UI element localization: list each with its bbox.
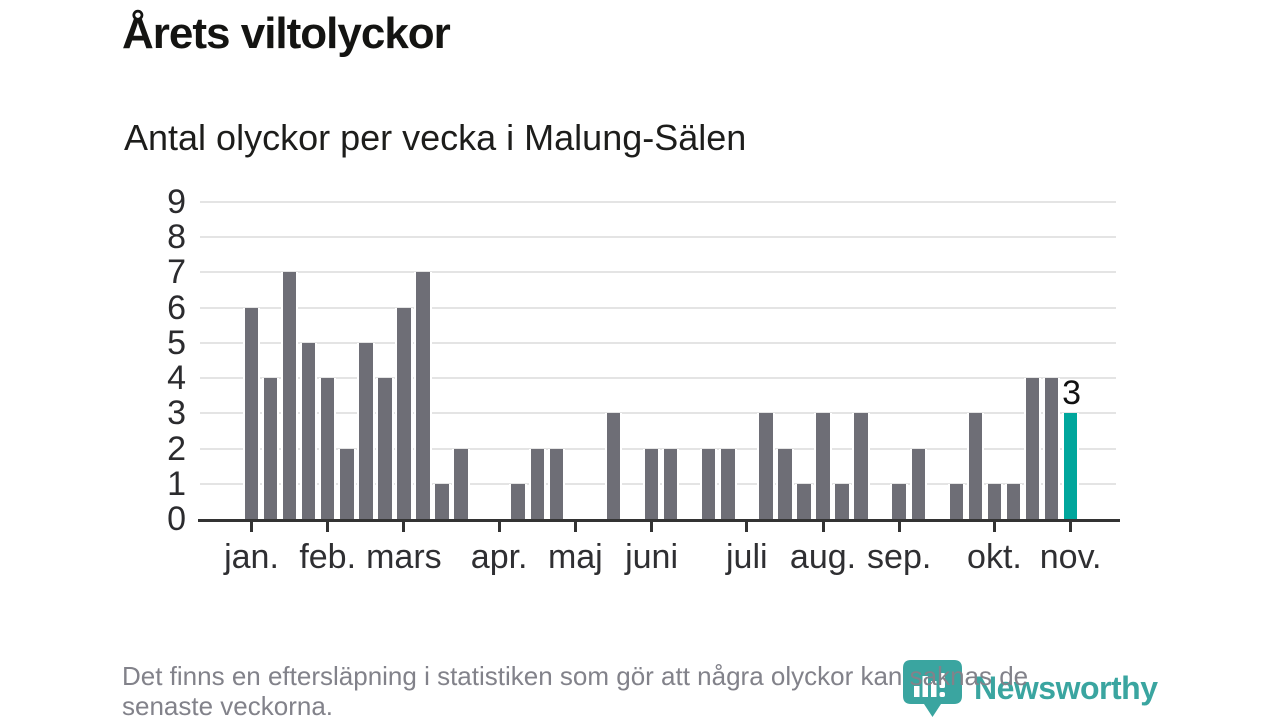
- last-bar-value-label: 3: [1062, 374, 1082, 413]
- newsworthy-logo-text: Newsworthy: [974, 670, 1158, 706]
- bar: [759, 413, 773, 519]
- x-axis-month-label: mars: [366, 538, 442, 576]
- bar: [320, 378, 335, 519]
- footnote: Det finns en eftersläpning i statistiken…: [122, 661, 1028, 720]
- bar: [778, 448, 792, 519]
- bar: [854, 413, 868, 519]
- bar: [797, 483, 811, 519]
- y-axis-label: 2: [167, 429, 186, 468]
- y-axis-label: 1: [167, 464, 186, 503]
- x-axis-month-label: jan.: [224, 538, 279, 576]
- gridline: [200, 377, 1116, 379]
- x-axis-month-label: juli: [726, 538, 768, 576]
- bar: [911, 448, 925, 519]
- x-axis-month-label: sep.: [867, 538, 932, 576]
- y-axis-label: 0: [167, 500, 186, 538]
- x-axis-month-label: juni: [625, 538, 679, 576]
- newsworthy-logo: Newsworthy: [903, 660, 1158, 718]
- x-axis-tick: [992, 521, 996, 532]
- gridline: [200, 271, 1116, 274]
- bar: [987, 483, 1002, 519]
- x-axis-month-label: feb.: [299, 538, 357, 576]
- x-axis-month-label: aug.: [789, 538, 857, 576]
- gridline: [200, 200, 1116, 203]
- bar: [892, 483, 906, 519]
- bar: [263, 378, 278, 519]
- bar: [663, 448, 678, 519]
- x-axis-month-label: apr.: [470, 538, 528, 576]
- newsworthy-pin-icon: [903, 660, 962, 717]
- footnote-line: senaste veckorna.: [122, 691, 334, 720]
- y-axis-label: 5: [167, 323, 186, 362]
- bar: [968, 413, 983, 519]
- bar: [378, 378, 392, 519]
- bar: [454, 448, 468, 519]
- highlighted-bar: [1063, 413, 1078, 519]
- bar: [397, 307, 411, 519]
- x-axis-month-label: maj: [547, 538, 603, 576]
- gridline: [200, 412, 1116, 415]
- bar: [816, 413, 830, 519]
- x-axis-tick: [897, 521, 901, 532]
- x-axis-month-label: okt.: [967, 538, 1022, 576]
- y-axis-label: 3: [167, 394, 186, 433]
- bar: [549, 448, 564, 519]
- gridline: [200, 306, 1116, 309]
- x-axis-tick: [821, 521, 825, 532]
- bar: [416, 272, 430, 519]
- y-axis-label: 6: [167, 288, 186, 327]
- bar: [606, 413, 621, 519]
- x-axis-tick: [650, 521, 654, 532]
- bar: [701, 448, 716, 519]
- chart-subtitle: Antal olyckor per vecka i Malung-Sälen: [124, 117, 747, 158]
- footnote-line: Det finns en eftersläpning i statistiken…: [122, 661, 1029, 691]
- bar: [435, 483, 449, 519]
- y-axis-label: 4: [167, 359, 186, 397]
- y-axis-label: 9: [167, 182, 186, 221]
- bar: [721, 448, 735, 519]
- x-axis-tick: [402, 521, 406, 532]
- x-axis-line: [198, 519, 1120, 522]
- gridline: [200, 236, 1116, 238]
- x-axis-tick: [1069, 521, 1073, 532]
- x-axis-tick: [326, 521, 330, 532]
- x-axis-tick: [745, 521, 749, 532]
- bar: [644, 448, 659, 519]
- bar: [244, 307, 259, 519]
- x-axis-tick: [497, 521, 501, 532]
- bar: [1025, 378, 1040, 519]
- bar: [340, 448, 354, 519]
- bar: [949, 483, 964, 519]
- y-axis-label: 7: [167, 253, 186, 292]
- bar: [530, 448, 544, 519]
- chart-title: Årets viltolyckor: [122, 9, 451, 58]
- x-axis-tick: [573, 521, 577, 532]
- bar: [301, 342, 316, 519]
- bar: [835, 483, 849, 519]
- bar: [282, 272, 297, 519]
- bar: [1044, 378, 1059, 519]
- bar: [359, 342, 373, 519]
- bar: [511, 483, 525, 519]
- x-axis-month-label: nov.: [1039, 538, 1102, 576]
- bar: [1006, 483, 1021, 519]
- x-axis-tick: [250, 521, 253, 532]
- gridline: [200, 341, 1116, 344]
- y-axis-label: 8: [167, 218, 186, 256]
